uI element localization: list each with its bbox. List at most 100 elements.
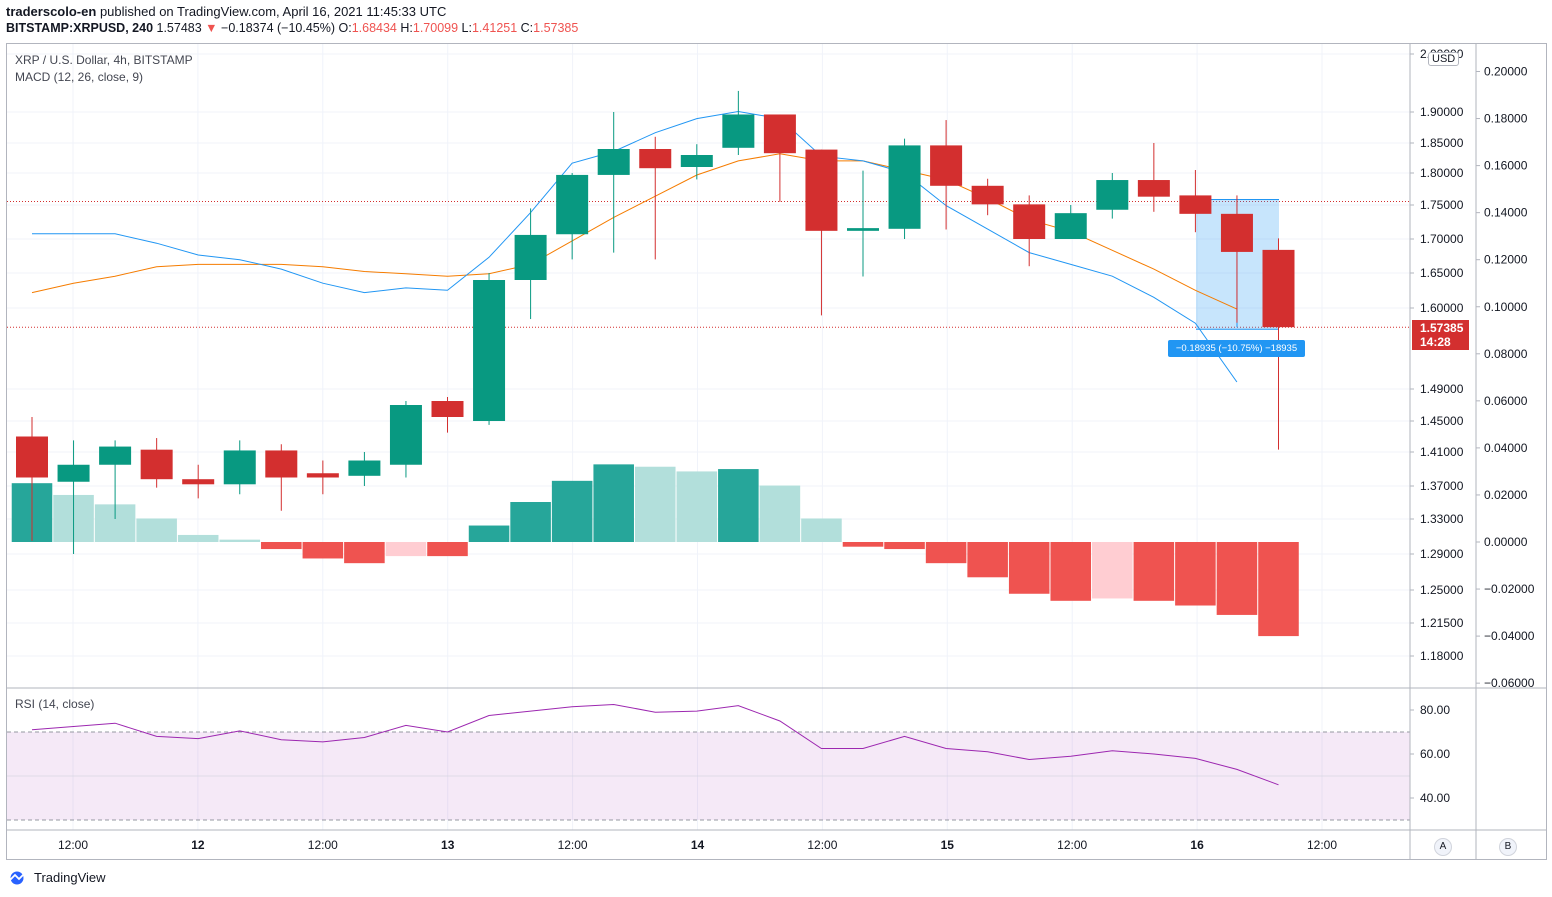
macd-tick-label: 0.10000 <box>1484 300 1528 314</box>
price-change: −0.18374 (−10.45%) <box>221 21 336 35</box>
price-tick-label: 1.85000 <box>1420 136 1464 150</box>
macd-histogram-bar <box>801 518 842 542</box>
close-label: C: <box>520 21 534 35</box>
macd-histogram-bar <box>925 542 967 564</box>
close-value: 1.57385 <box>533 21 579 35</box>
time-axis-ticks: 12:00 12 12:00 13 12:00 14 12:00 15 12:00 16 12:00 <box>58 838 1337 852</box>
macd-tick-label: −0.04000 <box>1484 629 1535 643</box>
candle-body <box>888 145 921 229</box>
macd-tick-label: 0.14000 <box>1484 206 1528 220</box>
down-arrow-icon: ▼ <box>205 21 218 35</box>
macd-legend: MACD (12, 26, close, 9) <box>15 70 144 84</box>
time-tick-label: 15 <box>941 838 955 852</box>
last-price: 1.57483 <box>156 21 202 35</box>
time-tick-label: 12:00 <box>807 838 837 852</box>
macd-histogram-bar <box>302 542 344 559</box>
candle-body <box>1013 204 1046 239</box>
macd-histogram-bar <box>468 525 510 542</box>
macd-tick-label: 0.18000 <box>1484 112 1528 126</box>
macd-tick-label: 0.00000 <box>1484 535 1528 549</box>
price-tick-label: 1.25000 <box>1420 583 1464 597</box>
candle-body <box>348 460 381 476</box>
time-tick-label: 12:00 <box>1307 838 1337 852</box>
main-legend: XRP / U.S. Dollar, 4h, BITSTAMP <box>15 53 193 67</box>
rsi-tick-label: 60.00 <box>1420 747 1450 761</box>
candle-body <box>805 149 838 231</box>
auto-scale-button[interactable]: A <box>1434 838 1452 856</box>
macd-histogram-bar <box>344 542 385 564</box>
candle-body <box>1137 180 1170 197</box>
footer-brand-text: TradingView <box>34 870 106 885</box>
macd-histogram-bar <box>551 480 593 542</box>
macd-tick-label: 0.20000 <box>1484 65 1528 79</box>
macd-histogram-bar <box>1216 542 1258 615</box>
macd-tick-label: 0.08000 <box>1484 347 1528 361</box>
time-tick-label: 13 <box>441 838 455 852</box>
macd-histogram-bar <box>884 542 925 550</box>
candle-body <box>680 155 713 167</box>
candle-body <box>473 280 506 421</box>
time-tick-label: 14 <box>691 838 705 852</box>
macd-histogram-bar <box>1258 542 1299 637</box>
candle-body <box>1096 180 1129 210</box>
time-tick-label: 12:00 <box>308 838 338 852</box>
macd-histogram-bar <box>510 502 551 542</box>
time-tick-label: 12 <box>191 838 205 852</box>
price-tick-label: 1.21500 <box>1420 616 1464 630</box>
macd-histogram-bar <box>261 542 302 550</box>
currency-button[interactable]: USD <box>1428 52 1460 66</box>
macd-histogram-bar <box>136 518 177 542</box>
footer-brand[interactable]: TradingView <box>6 870 106 885</box>
candle-body <box>306 473 339 478</box>
scale-b-button[interactable]: B <box>1499 838 1517 856</box>
candle-body <box>763 114 796 154</box>
last-price-badge-value: 1.57385 <box>1420 321 1464 335</box>
macd-histogram-bar <box>427 542 468 557</box>
price-tick-label: 1.80000 <box>1420 166 1464 180</box>
rsi-band <box>7 731 1410 821</box>
rsi-tick-label: 40.00 <box>1420 791 1450 805</box>
time-tick-label: 12:00 <box>558 838 588 852</box>
time-tick-label: 16 <box>1190 838 1204 852</box>
tradingview-logo-icon <box>9 871 25 884</box>
last-price-badge-timer: 14:28 <box>1420 335 1451 349</box>
candle-body <box>639 149 672 169</box>
macd-tick-label: −0.06000 <box>1484 676 1535 690</box>
candles <box>16 90 1295 554</box>
candle-body <box>722 114 755 148</box>
open-label: O: <box>338 21 352 35</box>
time-tick-label: 12:00 <box>1057 838 1087 852</box>
candle-body <box>223 450 256 485</box>
macd-histogram-bar <box>1092 542 1133 599</box>
macd-tick-label: 0.06000 <box>1484 394 1528 408</box>
price-tick-label: 1.45000 <box>1420 414 1464 428</box>
macd-histogram-bar <box>177 534 219 542</box>
publisher-name: traderscolo-en <box>6 4 97 19</box>
candle-body <box>99 446 132 465</box>
price-tick-label: 1.75000 <box>1420 198 1464 212</box>
candle-body <box>1220 213 1253 252</box>
price-tick-label: 1.60000 <box>1420 301 1464 315</box>
macd-tick-label: −0.02000 <box>1484 582 1535 596</box>
price-tick-label: 1.49000 <box>1420 382 1464 396</box>
macd-tick-label: 0.16000 <box>1484 159 1528 173</box>
price-tick-label: 1.90000 <box>1420 105 1464 119</box>
high-label: H: <box>400 21 413 35</box>
macd-tick-label: 0.04000 <box>1484 441 1528 455</box>
publish-info: traderscolo-en published on TradingView.… <box>6 4 446 19</box>
candle-body <box>16 436 48 478</box>
macd-histogram-bar <box>219 539 261 542</box>
macd-histogram-bar <box>1050 542 1092 601</box>
price-tick-label: 1.18000 <box>1420 649 1464 663</box>
candle-body <box>1262 249 1295 328</box>
rsi-line <box>31 703 1279 786</box>
price-tick-label: 1.65000 <box>1420 266 1464 280</box>
candle-body <box>389 405 422 465</box>
candle-body <box>1179 195 1212 214</box>
candle-body <box>182 479 215 485</box>
macd-histogram-bar <box>718 469 759 542</box>
symbol-info: BITSTAMP:XRPUSD, 240 1.57483 ▼ −0.18374 … <box>6 21 578 35</box>
macd-tick-label: 0.02000 <box>1484 488 1528 502</box>
candle-body <box>514 234 547 280</box>
